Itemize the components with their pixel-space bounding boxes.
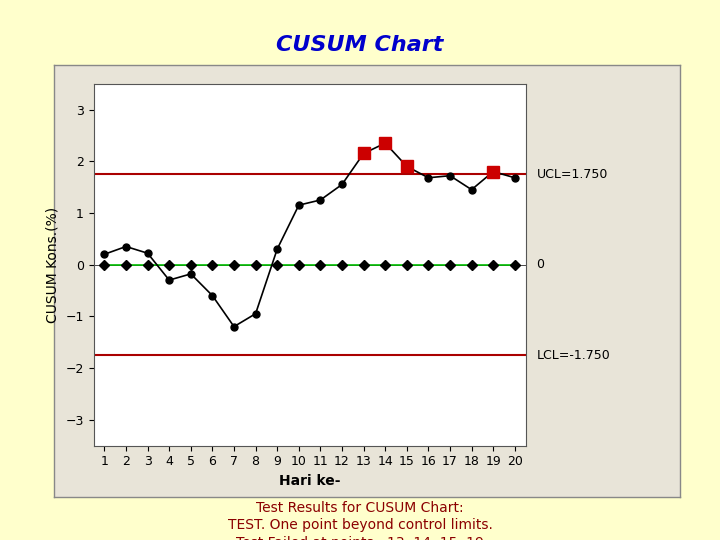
Text: CUSUM Chart: CUSUM Chart: [276, 35, 444, 55]
Text: UCL=1.750: UCL=1.750: [536, 167, 608, 181]
Text: Test Results for CUSUM Chart:: Test Results for CUSUM Chart:: [256, 501, 464, 515]
Text: Test Failed at points:  13, 14, 15, 19: Test Failed at points: 13, 14, 15, 19: [236, 536, 484, 540]
Y-axis label: CUSUM Kons.(%): CUSUM Kons.(%): [46, 206, 60, 323]
Text: 0: 0: [536, 258, 544, 271]
Text: LCL=-1.750: LCL=-1.750: [536, 348, 610, 362]
X-axis label: Hari ke-: Hari ke-: [279, 474, 341, 488]
Text: TEST. One point beyond control limits.: TEST. One point beyond control limits.: [228, 518, 492, 532]
